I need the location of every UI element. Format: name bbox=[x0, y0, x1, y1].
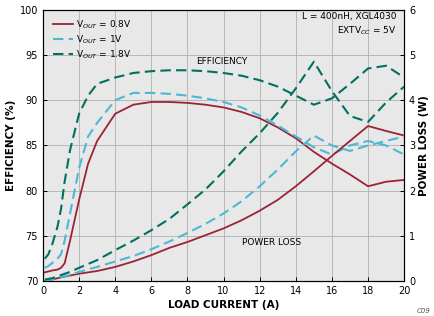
Text: POWER LOSS: POWER LOSS bbox=[241, 238, 300, 247]
X-axis label: LOAD CURRENT (A): LOAD CURRENT (A) bbox=[168, 301, 279, 310]
Legend: V$_{OUT}$ = 0.8V, V$_{OUT}$ = 1V, V$_{OUT}$ = 1.8V: V$_{OUT}$ = 0.8V, V$_{OUT}$ = 1V, V$_{OU… bbox=[51, 17, 133, 63]
Text: EFFICIENCY: EFFICIENCY bbox=[196, 57, 247, 66]
Text: L = 400nH, XGL4030
EXTV$_{CC}$ = 5V: L = 400nH, XGL4030 EXTV$_{CC}$ = 5V bbox=[302, 12, 396, 37]
Y-axis label: EFFICIENCY (%): EFFICIENCY (%) bbox=[6, 100, 16, 191]
Text: C09: C09 bbox=[416, 308, 430, 314]
Y-axis label: POWER LOSS (W): POWER LOSS (W) bbox=[418, 95, 428, 196]
